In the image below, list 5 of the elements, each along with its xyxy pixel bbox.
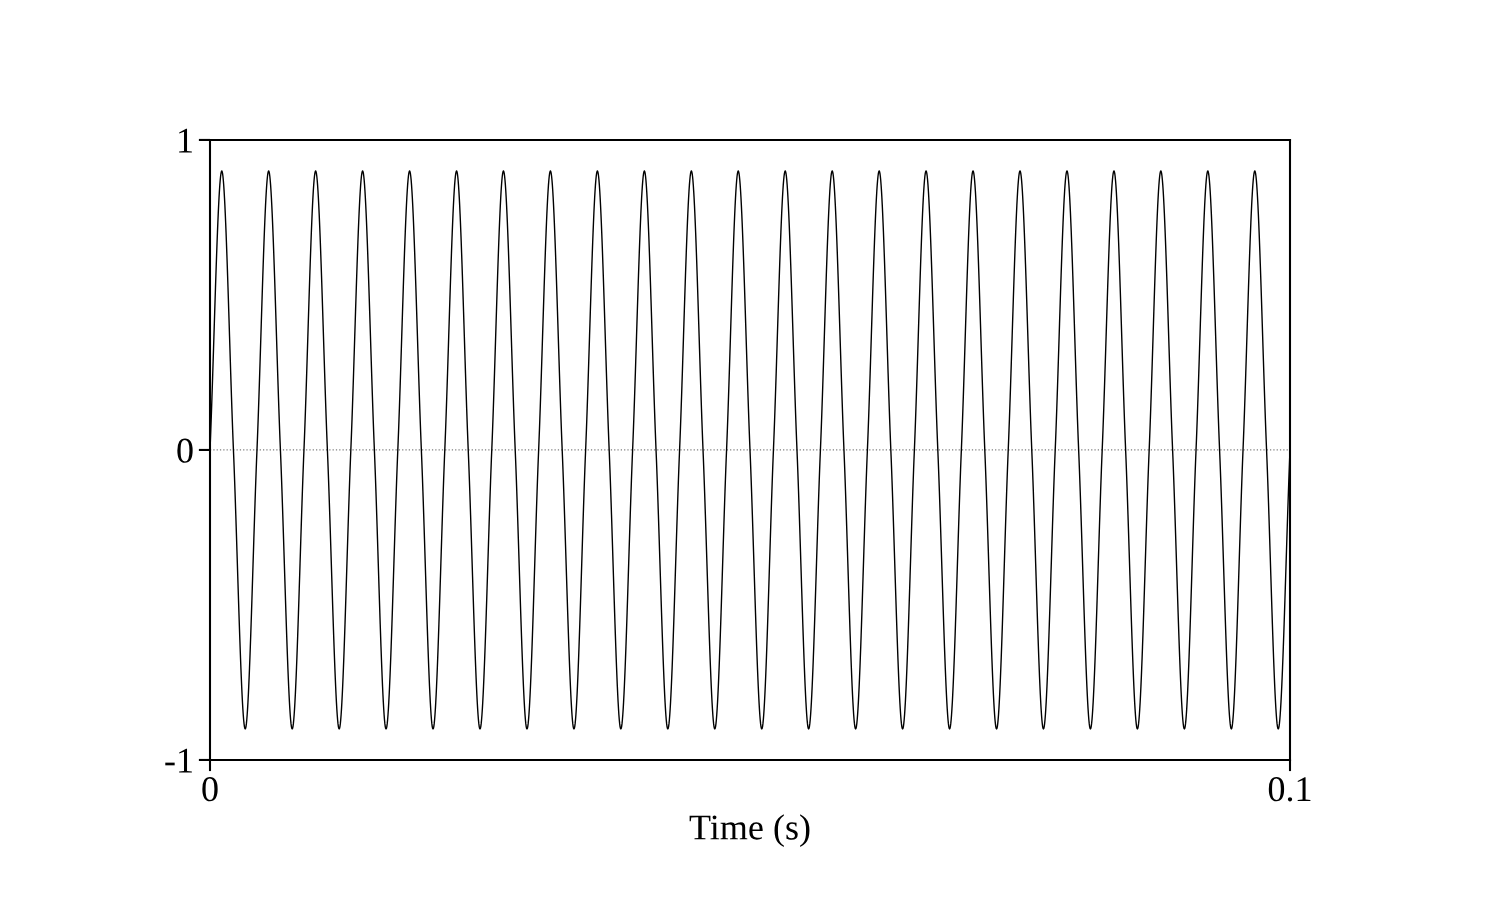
y-tick-label: 0 <box>177 438 193 463</box>
y-tick-label: -1 <box>165 748 192 773</box>
y-tick-label: 1 <box>179 128 192 153</box>
x-tick-label: 0.1 <box>1268 776 1311 802</box>
x-axis-title: Time (s) <box>689 814 810 847</box>
